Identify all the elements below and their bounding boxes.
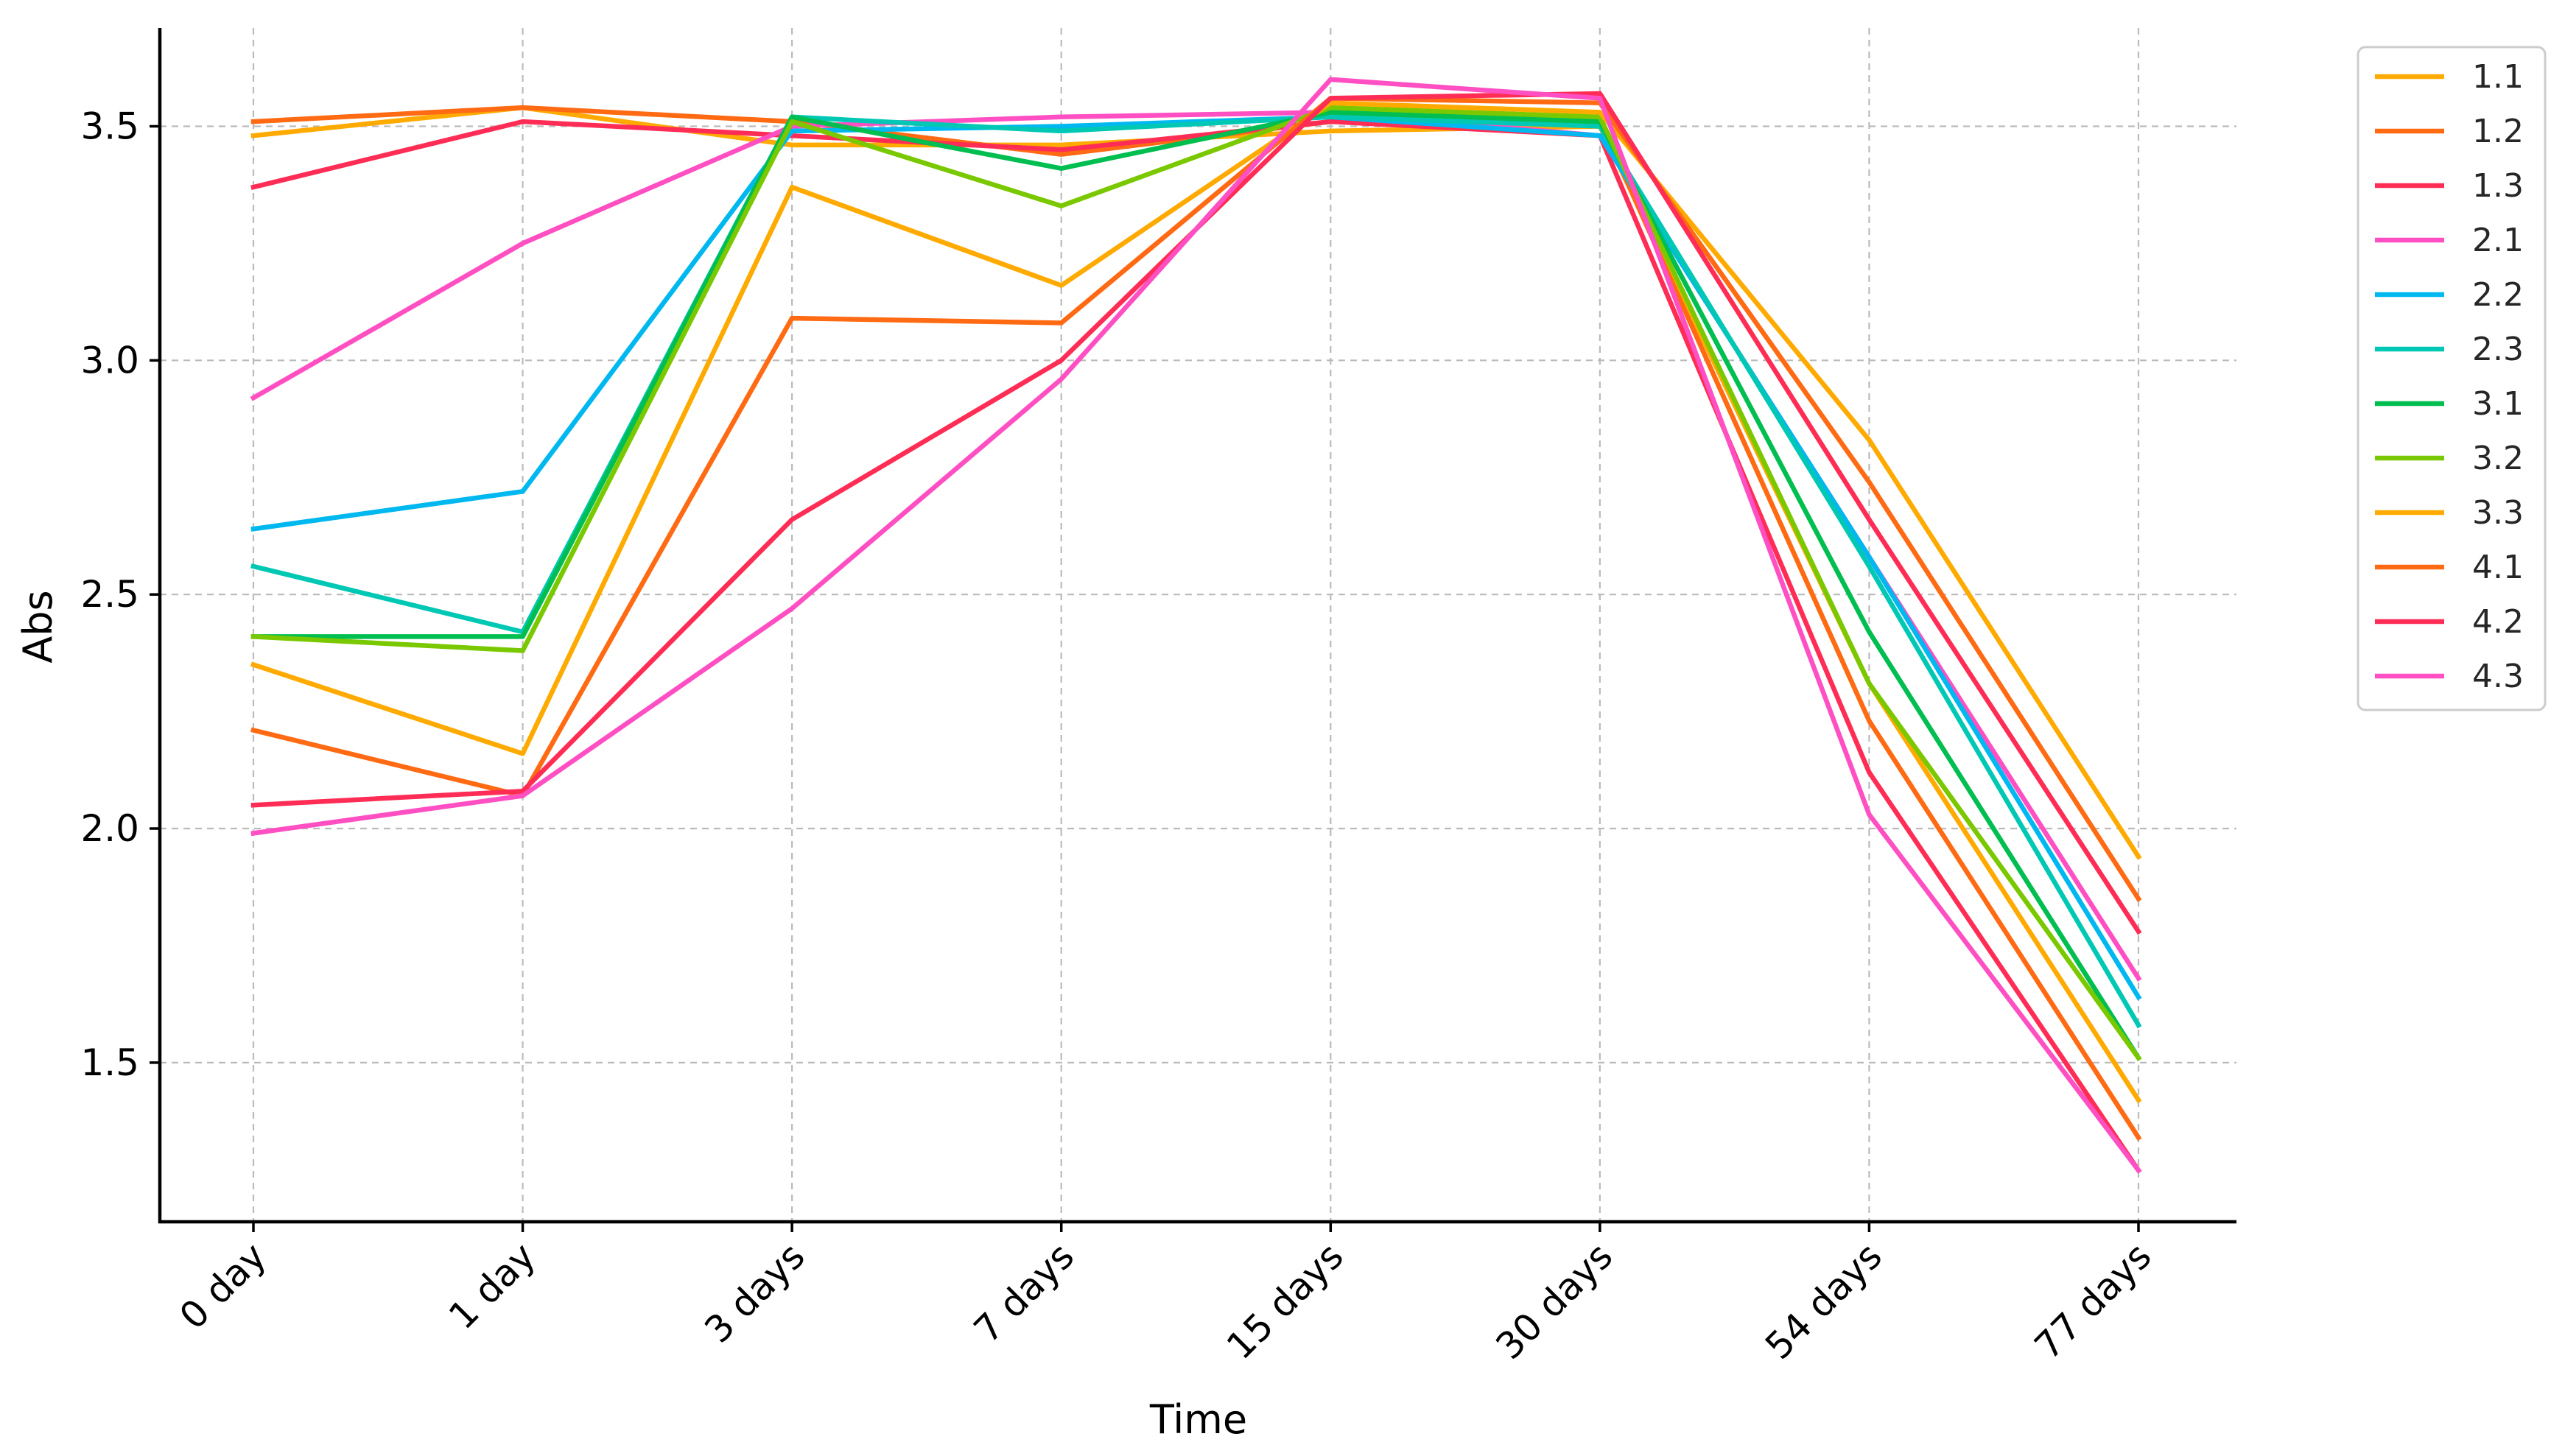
x-tick-label: 77 days — [2027, 1234, 2160, 1368]
ticks-layer: 0 day 1 day 3 days 7 days 15 days 30 days 54 d… — [80, 105, 2159, 1368]
legend: 1.1 1.2 1.3 2.1 2.2 2.3 3.1 3.2 3.3 4.1 4.2 4.3 — [2357, 46, 2547, 711]
y-tick-label: 1.5 — [80, 1041, 139, 1084]
legend-label: 1.2 — [2472, 113, 2524, 150]
legend-label: 2.3 — [2472, 331, 2524, 368]
x-tick-label: 15 days — [1218, 1234, 1352, 1368]
legend-frame — [2357, 46, 2547, 711]
y-tick-label: 3.5 — [80, 105, 139, 147]
series-line-3-3 — [250, 100, 2142, 860]
x-tick-label: 7 days — [966, 1234, 1082, 1351]
series-line-2-2 — [250, 114, 2142, 1001]
x-tick-label: 3 days — [696, 1234, 813, 1351]
x-tick-label: 1 day — [441, 1234, 544, 1337]
y-tick-label: 3.0 — [80, 339, 139, 381]
legend-label: 1.1 — [2472, 58, 2524, 96]
y-tick-label: 2.5 — [80, 573, 139, 616]
x-axis-title: Time — [1149, 1396, 1247, 1443]
legend-label: 4.2 — [2472, 603, 2524, 641]
series-line-1-3 — [250, 119, 2142, 1174]
legend-label: 4.3 — [2472, 658, 2524, 695]
y-axis-title: Abs — [15, 590, 61, 663]
series-line-4-2 — [250, 91, 2142, 935]
series-layer — [250, 77, 2142, 1174]
legend-label: 3.2 — [2472, 440, 2524, 477]
legend-label: 3.3 — [2472, 494, 2524, 532]
series-line-2-3 — [250, 114, 2142, 1029]
series-line-3-2 — [250, 105, 2142, 1062]
legend-label: 2.1 — [2472, 222, 2524, 259]
x-tick-label: 30 days — [1488, 1234, 1621, 1368]
series-line-4-1 — [250, 96, 2142, 902]
legend-label: 1.3 — [2472, 167, 2524, 205]
legend-label: 4.1 — [2472, 549, 2524, 586]
series-line-3-1 — [250, 110, 2142, 1061]
axes-layer — [158, 28, 2236, 1224]
x-tick-label: 0 day — [172, 1234, 275, 1337]
y-tick-label: 2.0 — [80, 807, 139, 850]
legend-label: 3.1 — [2472, 385, 2524, 423]
series-line-4-3 — [250, 77, 2142, 1174]
legend-label: 2.2 — [2472, 276, 2524, 314]
x-tick-label: 54 days — [1757, 1234, 1890, 1368]
